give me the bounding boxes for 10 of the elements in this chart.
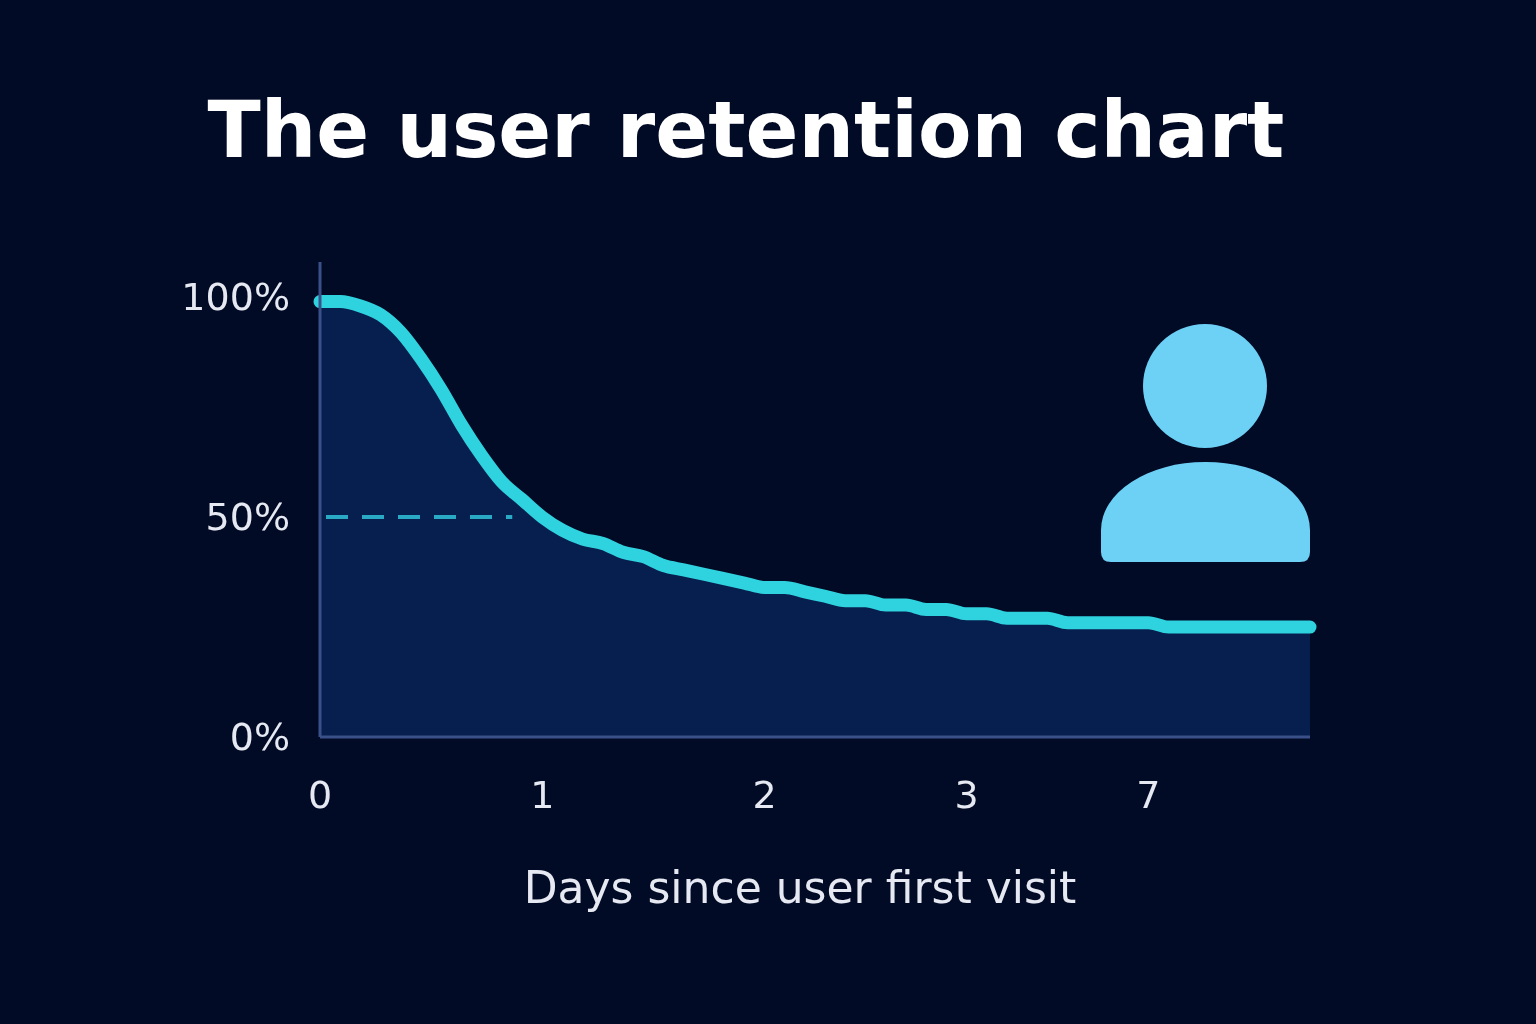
y-tick-label: 0% <box>229 715 290 760</box>
chart-title: The user retention chart <box>207 85 1285 175</box>
x-tick-label: 1 <box>530 773 555 817</box>
x-axis-title: Days since user first visit <box>523 862 1077 913</box>
y-tick-label: 100% <box>181 275 290 320</box>
x-tick-label: 2 <box>752 773 777 817</box>
x-tick-label: 7 <box>1136 773 1161 817</box>
x-tick-label: 3 <box>954 773 979 817</box>
x-tick-label: 0 <box>307 773 333 817</box>
y-tick-label: 50% <box>205 495 290 540</box>
